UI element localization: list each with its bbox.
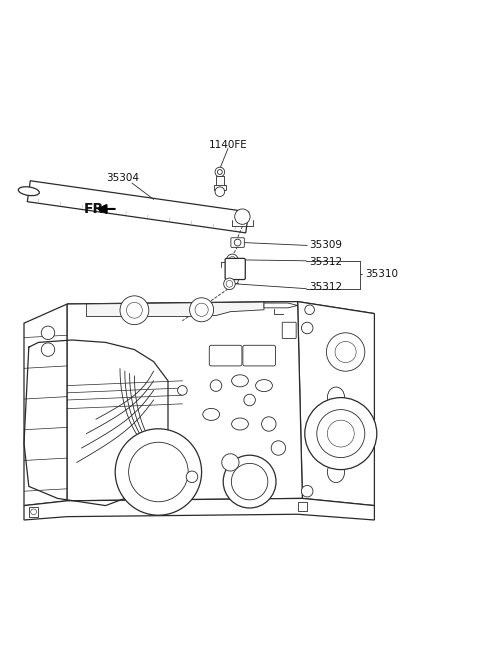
- Ellipse shape: [231, 375, 249, 387]
- Circle shape: [227, 254, 238, 266]
- Ellipse shape: [231, 418, 249, 430]
- Circle shape: [217, 170, 222, 174]
- Circle shape: [41, 326, 55, 340]
- Circle shape: [301, 322, 313, 334]
- Polygon shape: [298, 302, 374, 506]
- Circle shape: [215, 187, 225, 197]
- Polygon shape: [24, 304, 67, 506]
- Polygon shape: [264, 303, 298, 308]
- Text: 1140FE: 1140FE: [209, 140, 247, 150]
- Circle shape: [231, 463, 268, 500]
- Circle shape: [115, 429, 202, 515]
- Circle shape: [41, 343, 55, 356]
- Text: 35304: 35304: [106, 173, 139, 183]
- Circle shape: [129, 442, 188, 502]
- Text: FR.: FR.: [84, 202, 110, 216]
- Circle shape: [127, 302, 142, 318]
- Circle shape: [335, 341, 356, 363]
- Polygon shape: [27, 181, 249, 233]
- Circle shape: [262, 417, 276, 431]
- Circle shape: [120, 296, 149, 325]
- Circle shape: [186, 471, 198, 483]
- Circle shape: [327, 420, 354, 447]
- Polygon shape: [29, 507, 38, 517]
- Circle shape: [31, 509, 36, 515]
- Circle shape: [234, 239, 241, 246]
- FancyBboxPatch shape: [243, 345, 276, 366]
- FancyBboxPatch shape: [225, 258, 245, 279]
- Circle shape: [224, 278, 235, 289]
- Ellipse shape: [255, 380, 272, 392]
- Polygon shape: [298, 502, 307, 512]
- FancyBboxPatch shape: [209, 345, 242, 366]
- Circle shape: [326, 333, 365, 371]
- Circle shape: [229, 256, 236, 263]
- Circle shape: [215, 167, 225, 177]
- Circle shape: [226, 281, 233, 287]
- Circle shape: [271, 441, 286, 455]
- FancyBboxPatch shape: [282, 322, 296, 338]
- Circle shape: [305, 398, 377, 470]
- FancyBboxPatch shape: [214, 186, 226, 190]
- Circle shape: [244, 394, 255, 406]
- Ellipse shape: [327, 387, 345, 408]
- Circle shape: [301, 485, 313, 497]
- Circle shape: [235, 209, 250, 224]
- Circle shape: [178, 386, 187, 395]
- Polygon shape: [24, 499, 374, 520]
- Ellipse shape: [327, 461, 345, 483]
- Circle shape: [305, 305, 314, 315]
- Polygon shape: [86, 302, 264, 316]
- Circle shape: [223, 455, 276, 508]
- Text: 35312: 35312: [310, 282, 343, 292]
- Text: 35310: 35310: [365, 269, 398, 279]
- Circle shape: [222, 454, 239, 471]
- Circle shape: [190, 298, 214, 321]
- Circle shape: [195, 303, 208, 316]
- Ellipse shape: [18, 187, 39, 195]
- Circle shape: [210, 380, 222, 392]
- Polygon shape: [67, 302, 374, 318]
- FancyBboxPatch shape: [216, 176, 224, 186]
- Ellipse shape: [203, 409, 219, 420]
- Circle shape: [317, 409, 365, 458]
- Text: 35309: 35309: [310, 241, 343, 251]
- Polygon shape: [67, 302, 302, 501]
- FancyBboxPatch shape: [231, 237, 244, 247]
- Text: 35312: 35312: [310, 256, 343, 267]
